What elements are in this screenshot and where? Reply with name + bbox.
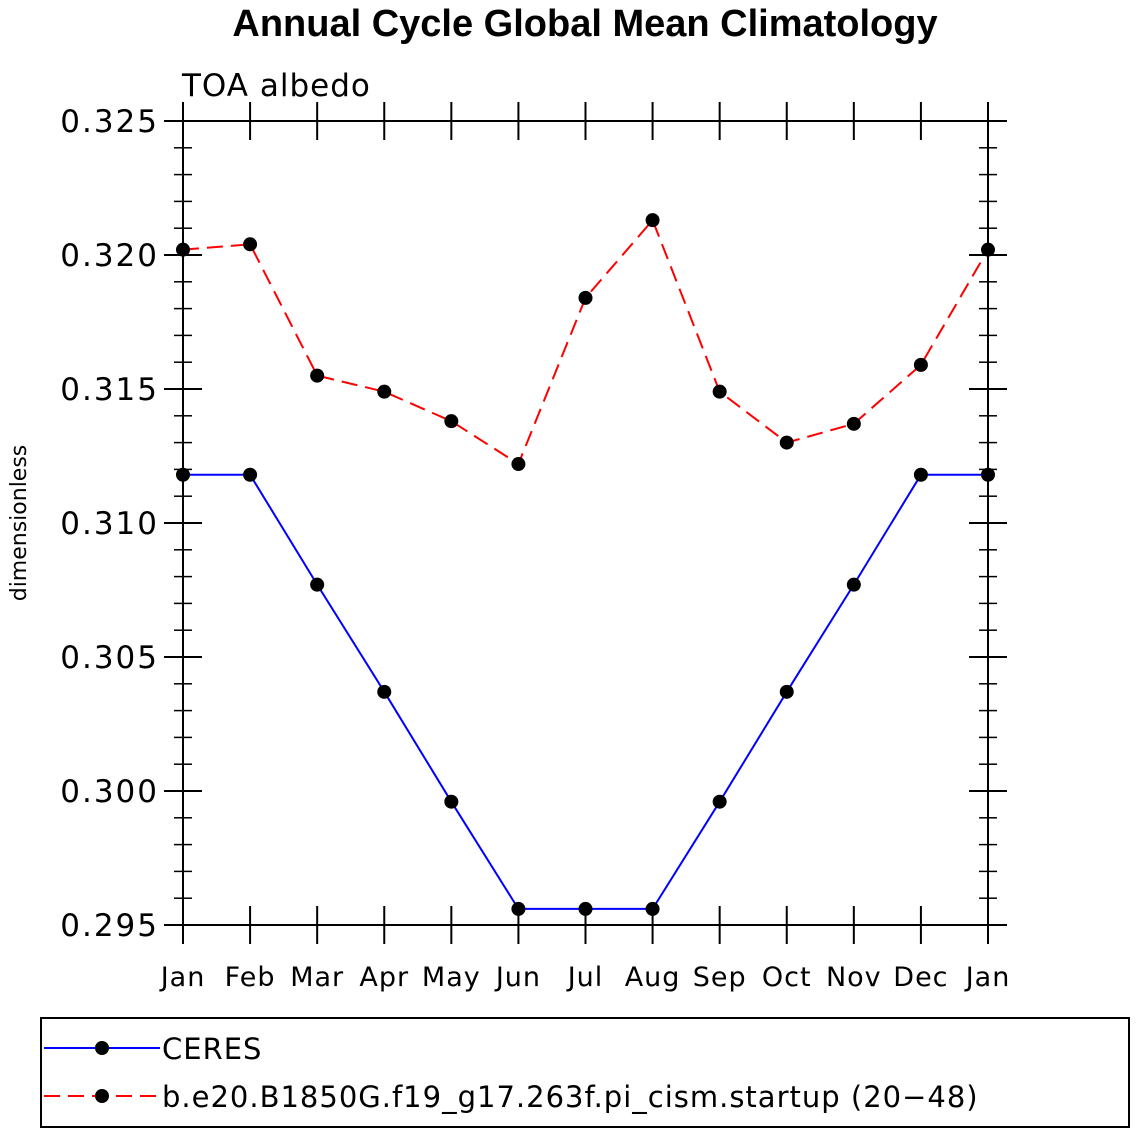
data-point <box>511 901 526 916</box>
data-point <box>176 242 190 257</box>
series-line-0 <box>183 473 988 910</box>
data-point <box>712 794 727 809</box>
series-line-1 <box>182 218 989 466</box>
legend-swatch-marker <box>95 1041 109 1055</box>
data-point <box>377 384 392 399</box>
data-point <box>645 901 660 916</box>
legend: CERES b.e20.B1850G.f19_g17.263f.pi_cism.s… <box>40 1017 1130 1128</box>
data-point <box>846 577 861 592</box>
data-point <box>981 467 995 482</box>
x-tick-label: Jan <box>159 962 206 993</box>
y-tick-label: 0.320 <box>60 238 159 274</box>
data-point <box>444 794 459 809</box>
legend-label: b.e20.B1850G.f19_g17.263f.pi_cism.startu… <box>162 1080 979 1114</box>
data-point <box>913 357 928 372</box>
x-tick-label: Mar <box>290 962 344 993</box>
y-axis-label: dimensionless <box>7 445 32 602</box>
x-tick-label: May <box>422 962 481 993</box>
x-tick-label: Sep <box>693 962 747 993</box>
data-point <box>310 577 325 592</box>
series-layer <box>176 213 995 916</box>
x-tick-label: Aug <box>625 962 681 993</box>
legend-box <box>40 1017 1130 1128</box>
y-tick-label: 0.295 <box>60 908 159 944</box>
chart-subtitle: TOA albedo <box>181 68 371 104</box>
x-tick-label: Dec <box>893 962 948 993</box>
x-tick-label: Jan <box>964 962 1011 993</box>
x-tick-label: Jul <box>566 962 604 993</box>
data-point <box>243 237 258 252</box>
data-point <box>779 684 794 699</box>
data-point <box>712 384 727 399</box>
data-point <box>779 435 794 450</box>
data-point <box>444 414 459 429</box>
y-tick-label: 0.310 <box>60 506 159 542</box>
x-tick-label: Apr <box>359 962 409 993</box>
x-tick-label: Feb <box>225 962 276 993</box>
legend-label: CERES <box>162 1032 262 1066</box>
data-point <box>913 467 928 482</box>
y-tick-label: 0.325 <box>60 104 159 140</box>
x-tick-label: Nov <box>826 962 882 993</box>
chart-title: Annual Cycle Global Mean Climatology <box>232 3 937 45</box>
y-tick-label: 0.305 <box>60 640 159 676</box>
data-point <box>377 684 392 699</box>
data-point <box>578 901 593 916</box>
data-point <box>176 467 190 482</box>
y-tick-label: 0.315 <box>60 372 159 408</box>
data-point <box>981 242 995 257</box>
plot-frame <box>182 120 989 926</box>
y-tick-label: 0.300 <box>60 774 159 810</box>
legend-swatch-marker <box>95 1089 109 1103</box>
data-point <box>511 457 526 472</box>
data-point <box>243 467 258 482</box>
data-point <box>310 368 325 383</box>
data-point <box>645 213 660 228</box>
x-tick-label: Oct <box>762 962 812 993</box>
axes: 0.295 0.300 0.305 0.310 0.315 0.320 0.325 Jan Fe… <box>60 102 1011 993</box>
data-point <box>578 290 593 305</box>
data-point <box>846 416 861 431</box>
x-tick-label: Jun <box>494 962 541 993</box>
